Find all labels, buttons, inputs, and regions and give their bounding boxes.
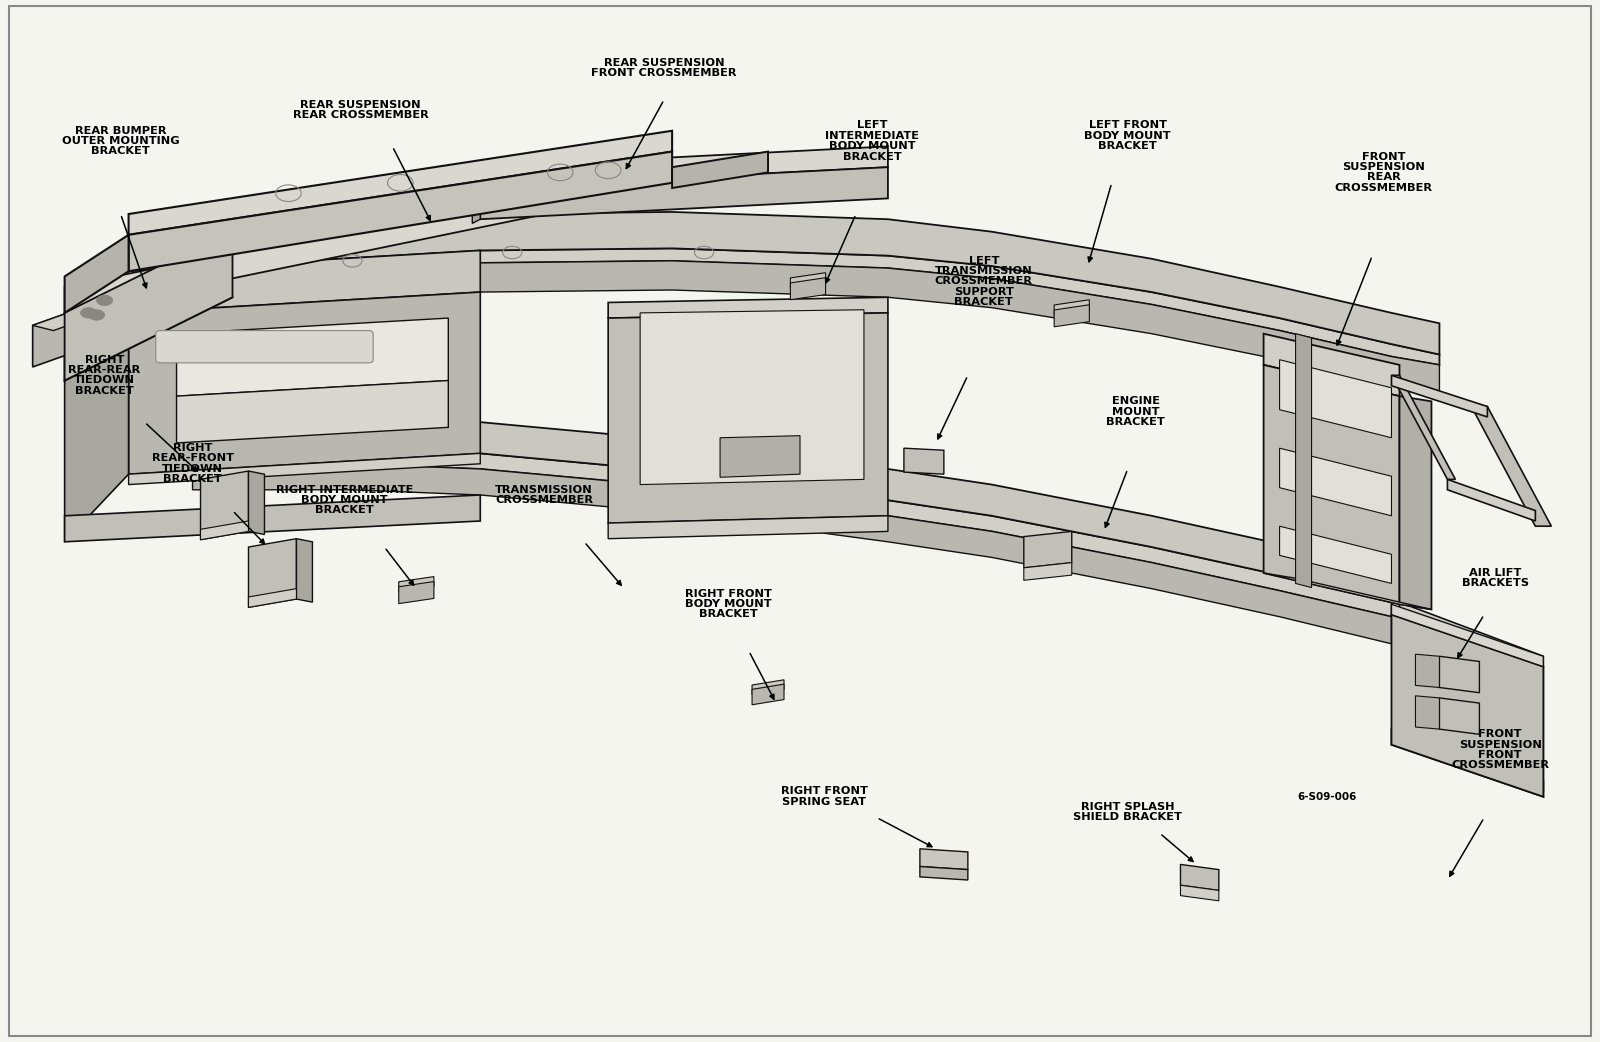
Polygon shape <box>176 318 448 396</box>
Polygon shape <box>790 273 826 288</box>
Polygon shape <box>64 234 128 313</box>
Text: REAR SUSPENSION
REAR CROSSMEMBER: REAR SUSPENSION REAR CROSSMEMBER <box>293 100 429 120</box>
Polygon shape <box>192 448 1392 617</box>
Polygon shape <box>192 417 1392 602</box>
Polygon shape <box>790 278 826 300</box>
Polygon shape <box>192 464 1392 644</box>
Polygon shape <box>248 539 296 607</box>
Polygon shape <box>1472 406 1552 526</box>
Polygon shape <box>128 453 480 485</box>
Polygon shape <box>904 448 944 474</box>
Polygon shape <box>1024 531 1072 568</box>
Polygon shape <box>1416 654 1440 688</box>
Polygon shape <box>608 297 888 318</box>
Text: RIGHT FRONT
SPRING SEAT: RIGHT FRONT SPRING SEAT <box>781 787 867 807</box>
Text: REAR BUMPER
OUTER MOUNTING
BRACKET: REAR BUMPER OUTER MOUNTING BRACKET <box>62 126 179 156</box>
Polygon shape <box>1264 365 1400 604</box>
Polygon shape <box>1440 656 1480 693</box>
Polygon shape <box>1264 333 1400 396</box>
Polygon shape <box>1392 615 1544 797</box>
Polygon shape <box>128 151 672 271</box>
Text: FRONT
SUSPENSION
FRONT
CROSSMEMBER: FRONT SUSPENSION FRONT CROSSMEMBER <box>1451 729 1549 770</box>
Polygon shape <box>720 436 800 477</box>
Text: FRONT
SUSPENSION
REAR
CROSSMEMBER: FRONT SUSPENSION REAR CROSSMEMBER <box>1334 151 1432 193</box>
Polygon shape <box>1181 886 1219 901</box>
Polygon shape <box>32 313 67 367</box>
Polygon shape <box>1448 479 1536 521</box>
Text: AIR LIFT
BRACKETS: AIR LIFT BRACKETS <box>1462 568 1530 589</box>
Polygon shape <box>480 146 888 188</box>
Polygon shape <box>1296 333 1312 588</box>
Text: 6-S09-006: 6-S09-006 <box>1298 792 1357 801</box>
Polygon shape <box>200 521 248 540</box>
Polygon shape <box>1280 448 1392 516</box>
Polygon shape <box>640 309 864 485</box>
Polygon shape <box>920 849 968 870</box>
Text: REAR SUSPENSION
FRONT CROSSMEMBER: REAR SUSPENSION FRONT CROSSMEMBER <box>592 58 738 78</box>
Polygon shape <box>1392 375 1488 417</box>
Polygon shape <box>64 313 128 542</box>
Polygon shape <box>128 292 480 474</box>
Polygon shape <box>128 130 672 234</box>
Polygon shape <box>752 679 784 695</box>
Polygon shape <box>472 188 480 223</box>
Text: RIGHT
REAR-FRONT
TIEDOWN
BRACKET: RIGHT REAR-FRONT TIEDOWN BRACKET <box>152 443 234 485</box>
Polygon shape <box>296 539 312 602</box>
Polygon shape <box>1392 729 1544 797</box>
Polygon shape <box>248 589 296 607</box>
Polygon shape <box>64 162 672 313</box>
Polygon shape <box>1392 375 1456 479</box>
Text: LEFT FRONT
BODY MOUNT
BRACKET: LEFT FRONT BODY MOUNT BRACKET <box>1085 121 1171 151</box>
Polygon shape <box>1392 604 1544 667</box>
Polygon shape <box>1400 602 1544 667</box>
Text: RIGHT SPLASH
SHIELD BRACKET: RIGHT SPLASH SHIELD BRACKET <box>1074 802 1182 822</box>
Text: LEFT
TRANSMISSION
CROSSMEMBER
SUPPORT
BRACKET: LEFT TRANSMISSION CROSSMEMBER SUPPORT BR… <box>934 255 1034 307</box>
Polygon shape <box>480 167 888 219</box>
Polygon shape <box>398 576 434 592</box>
FancyBboxPatch shape <box>155 330 373 363</box>
Polygon shape <box>1416 696 1440 729</box>
Polygon shape <box>1280 359 1392 438</box>
Polygon shape <box>64 229 280 323</box>
Polygon shape <box>248 471 264 535</box>
Polygon shape <box>1440 698 1480 735</box>
Polygon shape <box>1054 300 1090 315</box>
Polygon shape <box>128 250 480 313</box>
Polygon shape <box>608 313 888 523</box>
Polygon shape <box>398 581 434 603</box>
Polygon shape <box>1054 304 1090 327</box>
Polygon shape <box>608 516 888 539</box>
Circle shape <box>96 295 112 305</box>
Text: RIGHT
REAR-REAR
TIEDOWN
BRACKET: RIGHT REAR-REAR TIEDOWN BRACKET <box>69 354 141 396</box>
Text: LEFT
INTERMEDIATE
BODY MOUNT
BRACKET: LEFT INTERMEDIATE BODY MOUNT BRACKET <box>826 121 918 162</box>
Polygon shape <box>200 471 248 540</box>
Text: RIGHT INTERMEDIATE
BODY MOUNT
BRACKET: RIGHT INTERMEDIATE BODY MOUNT BRACKET <box>275 485 413 516</box>
Circle shape <box>88 309 104 320</box>
Polygon shape <box>64 229 232 380</box>
Polygon shape <box>128 248 1440 365</box>
Polygon shape <box>752 685 784 704</box>
Polygon shape <box>128 260 1440 396</box>
Polygon shape <box>1400 396 1432 610</box>
Text: ENGINE
MOUNT
BRACKET: ENGINE MOUNT BRACKET <box>1106 396 1165 427</box>
Polygon shape <box>64 495 480 542</box>
Text: TRANSMISSION
CROSSMEMBER: TRANSMISSION CROSSMEMBER <box>496 485 594 505</box>
Polygon shape <box>1024 563 1072 580</box>
Polygon shape <box>128 212 1440 354</box>
Polygon shape <box>1264 573 1432 610</box>
Polygon shape <box>176 380 448 443</box>
Polygon shape <box>64 229 232 380</box>
Polygon shape <box>1280 526 1392 584</box>
Text: RIGHT FRONT
BODY MOUNT
BRACKET: RIGHT FRONT BODY MOUNT BRACKET <box>685 589 771 619</box>
Circle shape <box>80 307 96 318</box>
Polygon shape <box>920 867 968 880</box>
Polygon shape <box>32 313 88 330</box>
Polygon shape <box>1400 613 1544 792</box>
Polygon shape <box>672 151 768 188</box>
Polygon shape <box>1181 865 1219 891</box>
